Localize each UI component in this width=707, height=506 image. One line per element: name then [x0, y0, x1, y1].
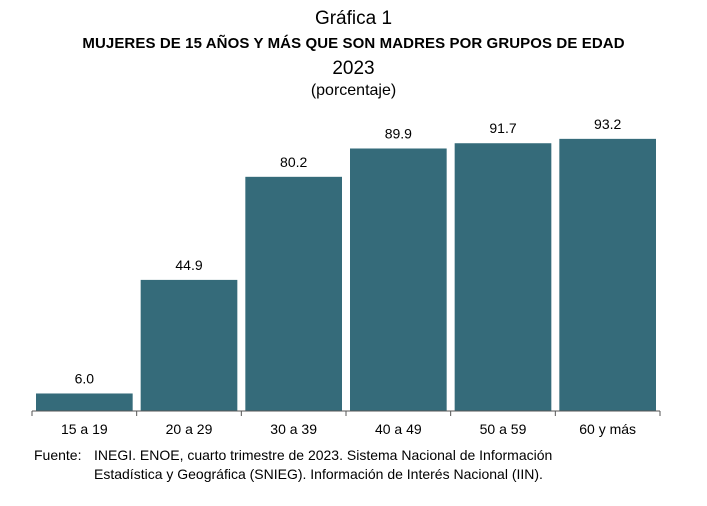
x-tick-label-6: 60 y más	[579, 421, 636, 437]
data-label-2: 44.9	[175, 257, 202, 273]
data-label-3: 80.2	[280, 154, 307, 170]
x-tick-label-5: 50 a 59	[480, 421, 527, 437]
source-note: Fuente: INEGI. ENOE, cuarto trimestre de …	[34, 446, 694, 484]
bar-1	[36, 393, 133, 411]
chart-subtitle: (porcentaje)	[310, 82, 397, 99]
bar-6	[559, 138, 656, 411]
x-tick-label-4: 40 a 49	[375, 421, 422, 437]
source-line-1: INEGI. ENOE, cuarto trimestre de 2023. S…	[94, 447, 553, 463]
x-tick-label-1: 15 a 19	[61, 421, 108, 437]
data-label-1: 6.0	[75, 370, 95, 386]
x-tick-label-3: 30 a 39	[270, 421, 317, 437]
bar-4	[350, 148, 447, 411]
data-label-5: 91.7	[489, 120, 516, 136]
bar-3	[245, 176, 342, 411]
bar-2	[140, 279, 238, 411]
data-label-6: 93.2	[594, 116, 621, 132]
data-label-4: 89.9	[385, 125, 412, 141]
source-line-2: Estadística y Geográfica (SNIEG). Inform…	[94, 466, 543, 482]
chart-number-label: Gráfica 1	[314, 8, 393, 29]
chart-year: 2023	[332, 58, 375, 79]
bar-chart: 6.0 15 a 19 44.9 20 a 29 80.2 30 a 39 89.9 40 a…	[31, 116, 661, 437]
source-prefix: Fuente:	[34, 447, 82, 463]
x-tick-label-2: 20 a 29	[166, 421, 213, 437]
bar-5	[454, 143, 552, 411]
chart-title: MUJERES DE 15 AÑOS Y MÁS QUE SON MADRES …	[82, 35, 625, 52]
